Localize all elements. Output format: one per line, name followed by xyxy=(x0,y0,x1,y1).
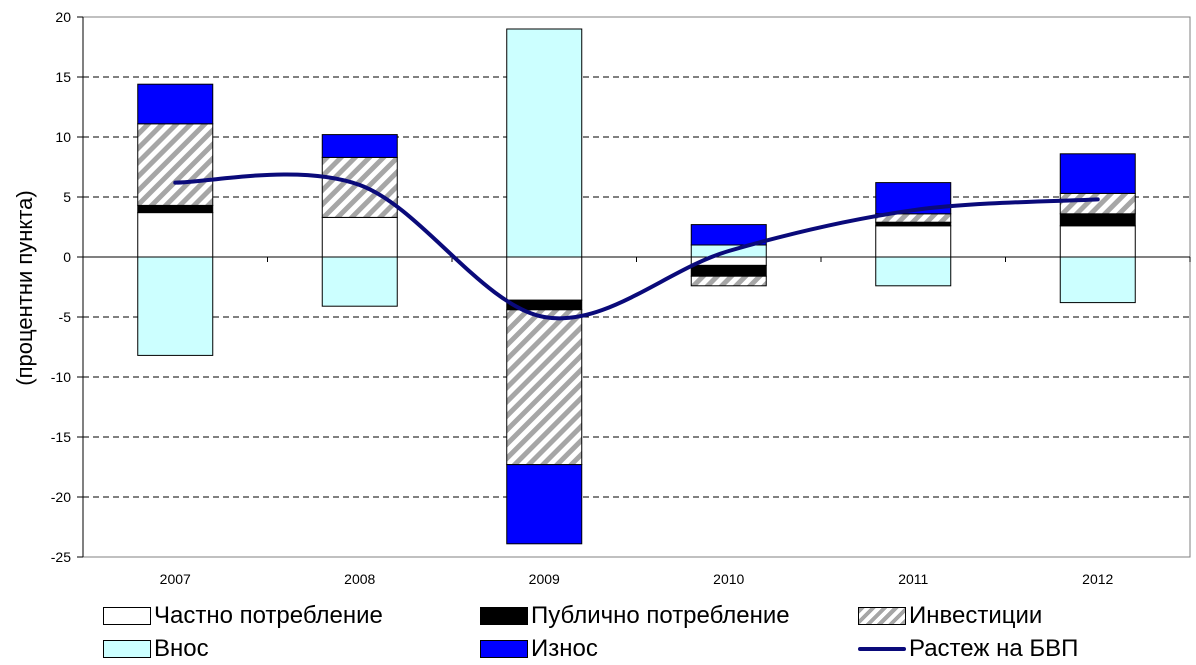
legend-swatch-gdp xyxy=(858,647,906,651)
bar-segment-exports xyxy=(690,224,767,246)
legend-swatch-invest xyxy=(858,607,906,625)
legend-item-gdp: Растеж на БВП xyxy=(858,635,1078,663)
gridlines xyxy=(82,16,1191,558)
legend-label: Износ xyxy=(531,635,598,662)
bars xyxy=(137,28,1136,545)
bar-segment-private xyxy=(875,225,952,258)
gdp-line xyxy=(173,172,1100,321)
bar-segment-invest xyxy=(506,309,583,466)
bar-segment-public xyxy=(690,264,767,277)
bar-segment-public xyxy=(875,221,952,227)
legend-swatch-private xyxy=(103,607,151,625)
x-tick-label: 2011 xyxy=(898,571,928,587)
bar-segment-invest xyxy=(1059,192,1136,215)
y-tick-label: 0 xyxy=(63,249,71,265)
stacked-bar-chart: (процентни пункта) 20 15 10 5 0 -5 -10 -15 -20 -2… xyxy=(12,9,1191,587)
legend-item-invest: Инвестиции xyxy=(858,602,1042,630)
y-tick-label: 15 xyxy=(55,69,71,85)
bar-segment-public xyxy=(137,204,214,214)
legend-item-exports: Износ xyxy=(480,635,598,663)
legend-swatch-exports xyxy=(480,640,528,658)
bar-segment-imports xyxy=(506,28,583,258)
bar-segment-invest xyxy=(690,275,767,287)
bar-segment-private xyxy=(137,212,214,258)
legend-label: Публично потребление xyxy=(531,602,790,629)
y-tick-label: 10 xyxy=(55,129,71,145)
bar-segment-exports xyxy=(321,134,398,158)
bar-segment-invest xyxy=(137,123,214,206)
y-axis-label: (процентни пункта) xyxy=(12,190,37,385)
bar-segment-exports xyxy=(506,464,583,545)
legend-swatch-public xyxy=(480,607,528,625)
y-tick-label: -20 xyxy=(51,489,71,505)
x-tick-label: 2007 xyxy=(160,571,191,587)
y-tick-label: -10 xyxy=(51,369,71,385)
legend-swatch-imports xyxy=(103,640,151,658)
bar-segment-invest xyxy=(321,156,398,218)
bar-segment-imports xyxy=(875,256,952,287)
y-tick-label: -5 xyxy=(59,309,72,325)
legend-label: Инвестиции xyxy=(909,602,1043,629)
legend-label: Растеж на БВП xyxy=(909,635,1079,662)
bar-segment-imports xyxy=(321,256,398,307)
legend-label: Частно потребление xyxy=(154,602,383,629)
bar-segment-imports xyxy=(1059,256,1136,304)
gdp-growth-line xyxy=(173,172,1100,321)
y-tick-label: 5 xyxy=(63,189,71,205)
legend-item-imports: Внос xyxy=(103,635,209,663)
x-tick-label: 2009 xyxy=(529,571,560,587)
bar-segment-private xyxy=(1059,225,1136,258)
legend-label: Внос xyxy=(154,635,209,662)
bar-segment-imports xyxy=(137,256,214,356)
bar-segment-private xyxy=(506,256,583,301)
x-tick-label: 2012 xyxy=(1082,571,1113,587)
bar-segment-exports xyxy=(1059,153,1136,194)
plot-frame xyxy=(82,16,1191,558)
bar-segment-exports xyxy=(137,83,214,125)
legend: Частно потребление Публично потребление … xyxy=(95,602,1195,664)
x-tick-label: 2008 xyxy=(344,571,375,587)
y-tick-label: 20 xyxy=(55,9,71,25)
y-tick-label: -15 xyxy=(51,429,71,445)
legend-item-public: Публично потребление xyxy=(480,602,790,630)
x-tick-label: 2010 xyxy=(713,571,744,587)
bar-segment-public xyxy=(1059,213,1136,227)
y-tick-label: -25 xyxy=(51,549,71,565)
bar-segment-private xyxy=(321,216,398,258)
legend-item-private: Частно потребление xyxy=(103,602,383,630)
axes: 20 15 10 5 0 -5 -10 -15 -20 -25 2007 2008 2009 2010 20… xyxy=(51,9,1191,587)
